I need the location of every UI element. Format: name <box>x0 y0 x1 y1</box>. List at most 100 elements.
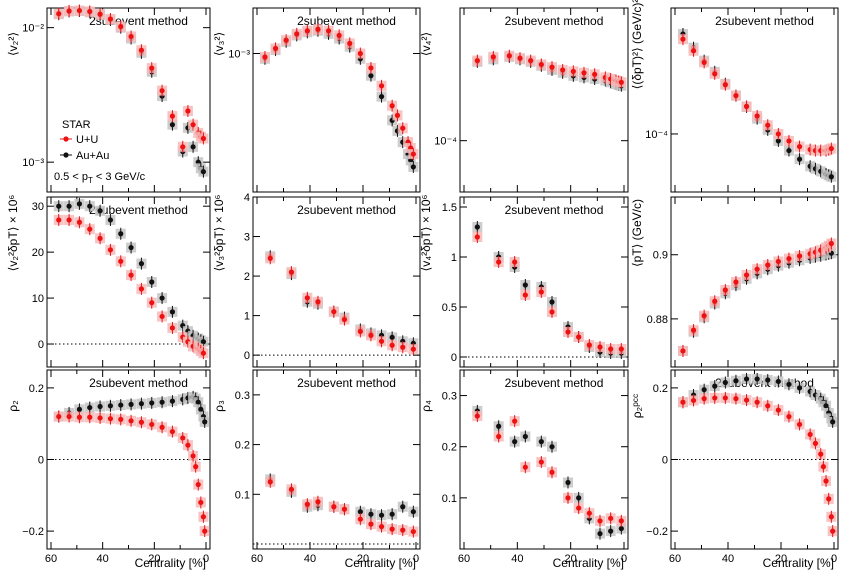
data-point <box>796 143 803 150</box>
data-point <box>512 418 518 424</box>
data-point <box>786 381 792 387</box>
data-point <box>826 496 832 502</box>
data-point <box>66 8 72 14</box>
data-point <box>200 514 207 520</box>
data-point <box>400 344 406 350</box>
data-point <box>76 201 83 207</box>
y-tick-label: 0 <box>662 455 668 467</box>
data-point <box>522 292 528 298</box>
data-point <box>149 279 155 285</box>
y-tick-label: 0 <box>38 339 44 351</box>
data-point <box>315 499 321 505</box>
y-tick-label: 10⁻³ <box>22 157 44 169</box>
x-tick-label: 0 <box>621 553 627 565</box>
data-point <box>680 399 686 405</box>
panel-v2dpt: 0 10 20 30 2subevent method ⟨v₂²δpT⟩ × 10⁶ <box>6 195 211 368</box>
data-point <box>267 255 273 261</box>
data-point <box>185 108 191 114</box>
y-tick-label: 0 <box>451 352 457 364</box>
x-tick-label: 40 <box>304 553 316 565</box>
data-point <box>389 103 395 109</box>
data-point <box>357 509 363 515</box>
series-uu <box>677 391 838 538</box>
data-point <box>97 208 103 214</box>
data-point <box>357 50 363 57</box>
data-point <box>733 279 739 285</box>
data-point <box>56 217 62 223</box>
data-point <box>200 169 207 175</box>
data-point <box>378 338 385 344</box>
data-point <box>193 464 199 470</box>
data-point <box>118 23 124 30</box>
y-axis-label: ⟨v₂²⟩ <box>6 32 20 56</box>
legend-marker <box>63 136 69 142</box>
data-point <box>378 524 385 530</box>
data-point <box>690 327 697 333</box>
data-point <box>820 464 827 470</box>
data-point <box>828 174 834 180</box>
data-point <box>775 131 781 137</box>
data-point <box>180 435 186 441</box>
data-point <box>722 287 728 293</box>
series-uu <box>677 33 837 157</box>
data-point <box>786 138 792 144</box>
data-point <box>341 316 348 323</box>
legend-entry: U+U <box>76 134 98 146</box>
y-tick-label: 1 <box>451 252 457 264</box>
data-point <box>87 414 93 420</box>
data-point <box>512 439 518 445</box>
x-tick-label: 40 <box>511 553 523 565</box>
data-point <box>733 93 739 99</box>
data-point <box>754 113 760 119</box>
data-point <box>185 442 191 448</box>
y-tick-label: −0.2 <box>22 526 44 538</box>
data-point <box>712 71 718 77</box>
data-point <box>389 342 395 348</box>
data-point <box>288 269 295 275</box>
data-point <box>560 67 566 73</box>
data-point <box>202 528 208 534</box>
data-point <box>474 224 480 230</box>
data-point <box>538 459 544 465</box>
data-point <box>336 32 342 39</box>
data-point <box>149 300 155 306</box>
data-point <box>87 404 93 411</box>
data-point <box>538 439 544 445</box>
data-point <box>549 64 555 70</box>
data-point <box>823 478 829 484</box>
y-axis-label: ⟨v₂²δpT⟩ × 10⁶ <box>6 195 20 272</box>
legend-note-tail: < 3 GeV/c <box>93 171 146 183</box>
data-point <box>680 348 686 354</box>
data-point <box>128 33 134 40</box>
legend: STAR U+U Au+Au 0.5 < pT < 3 GeV/c <box>54 119 146 185</box>
y-axis-label: ⟨v₃²δpT⟩ × 10⁶ <box>212 195 226 272</box>
data-point <box>496 433 502 440</box>
x-axis-label: Centrality [%] <box>763 556 834 570</box>
data-point <box>765 403 771 409</box>
data-point <box>775 138 781 144</box>
data-point <box>712 395 718 401</box>
data-point <box>823 403 829 409</box>
x-tick-label: 20 <box>148 553 160 565</box>
panel-mpt: 0.88 0.9 ⟨pT⟩ (GeV/c) <box>630 196 839 368</box>
x-tick-label: 20 <box>565 553 577 565</box>
panel-title: 2subevent method <box>297 376 396 390</box>
data-point <box>368 73 374 79</box>
data-point <box>283 37 289 43</box>
data-point <box>304 501 310 507</box>
data-point <box>522 464 528 470</box>
data-point <box>400 504 406 510</box>
x-tick-label: 40 <box>97 553 109 565</box>
data-point <box>754 376 760 382</box>
panel-title: 2subevent method <box>297 203 396 217</box>
data-point <box>378 512 385 518</box>
legend-note-subscript: T <box>88 176 93 185</box>
data-point <box>315 299 321 305</box>
series-uu <box>53 410 210 538</box>
data-point <box>786 255 792 262</box>
data-point <box>169 398 176 404</box>
y-tick-label: 10⁻² <box>22 23 44 35</box>
data-point <box>775 407 781 413</box>
data-point <box>128 401 134 407</box>
